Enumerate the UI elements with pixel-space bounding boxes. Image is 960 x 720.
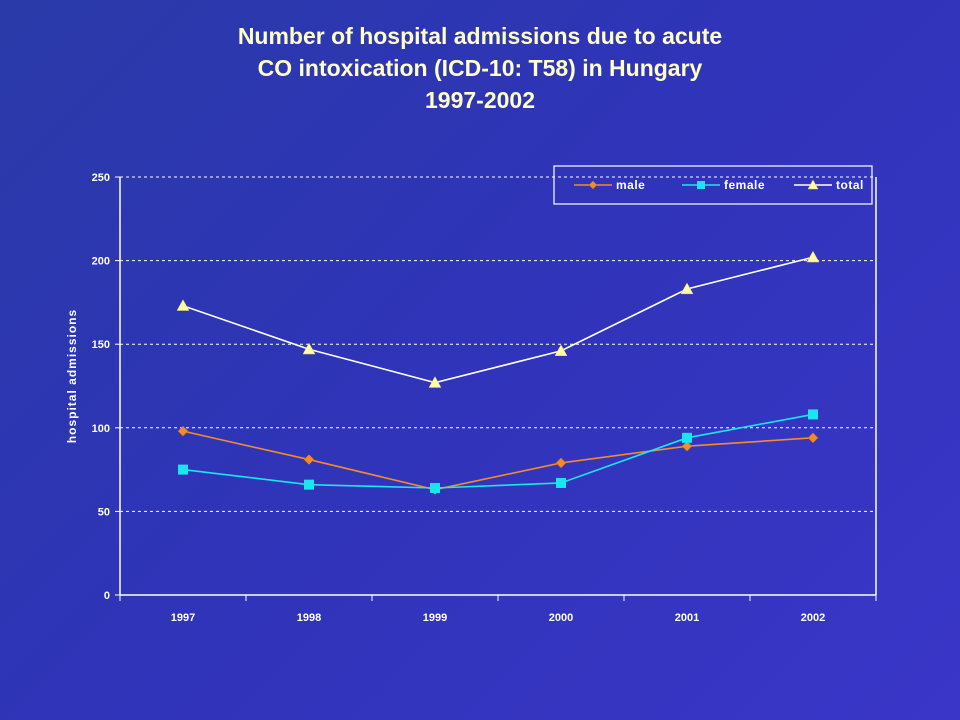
legend-box (553, 165, 873, 205)
data-point-female (682, 432, 692, 443)
legend-label-total: total (836, 178, 864, 192)
data-point-total (176, 299, 190, 311)
x-tick-label: 2000 (549, 612, 573, 624)
y-tick-label: 0 (104, 590, 110, 602)
chart-title-line-1: Number of hospital admissions due to acu… (237, 23, 723, 49)
series-total (176, 250, 820, 388)
legend-label-female: female (724, 178, 765, 192)
series-female (178, 409, 818, 493)
series-line-total (182, 256, 814, 384)
y-tick-label: 250 (92, 172, 110, 184)
data-point-male (555, 457, 567, 469)
legend: male female total (553, 165, 873, 205)
axes: 0 50 100 150 200 250 1997 1998 1999 2000 2001 2002 (92, 172, 877, 624)
data-point-total (554, 344, 568, 356)
y-tick-label: 50 (98, 506, 110, 518)
legend-marker-total (807, 179, 819, 190)
y-tick-label: 150 (92, 339, 110, 351)
chart-title: Number of hospital admissions due to acu… (0, 20, 960, 116)
series-male (177, 425, 819, 496)
x-tick-label: 1999 (423, 612, 447, 624)
legend-marker-male (588, 180, 598, 190)
y-tick-label: 200 (92, 256, 110, 268)
data-point-female (178, 464, 188, 475)
chart-title-line-3: 1997-2002 (425, 87, 535, 113)
legend-label-male: male (616, 178, 645, 192)
data-point-male (681, 440, 693, 452)
data-point-total (680, 282, 694, 295)
data-point-total (428, 376, 442, 388)
x-tick-label: 2001 (675, 612, 699, 624)
series-group (176, 250, 820, 496)
data-point-female (304, 479, 314, 490)
chart-title-line-2: CO intoxication (ICD-10: T58) in Hungary (257, 55, 703, 81)
data-point-female (556, 477, 566, 488)
data-point-female (430, 482, 440, 493)
series-line-male (182, 430, 814, 491)
legend-marker-female (697, 181, 705, 189)
data-point-total (302, 342, 316, 355)
series-line-female (182, 413, 814, 489)
data-point-female (808, 409, 818, 420)
gridlines (120, 176, 876, 512)
data-point-total (806, 250, 820, 263)
x-tick-label: 1997 (171, 612, 195, 624)
data-point-male (177, 425, 189, 437)
x-tick-label: 2002 (801, 612, 825, 624)
y-tick-label: 100 (92, 423, 110, 435)
data-point-male (303, 454, 315, 465)
data-point-male (807, 432, 819, 444)
x-tick-label: 1998 (297, 612, 321, 624)
y-axis-label: hospital admissions (65, 309, 79, 443)
